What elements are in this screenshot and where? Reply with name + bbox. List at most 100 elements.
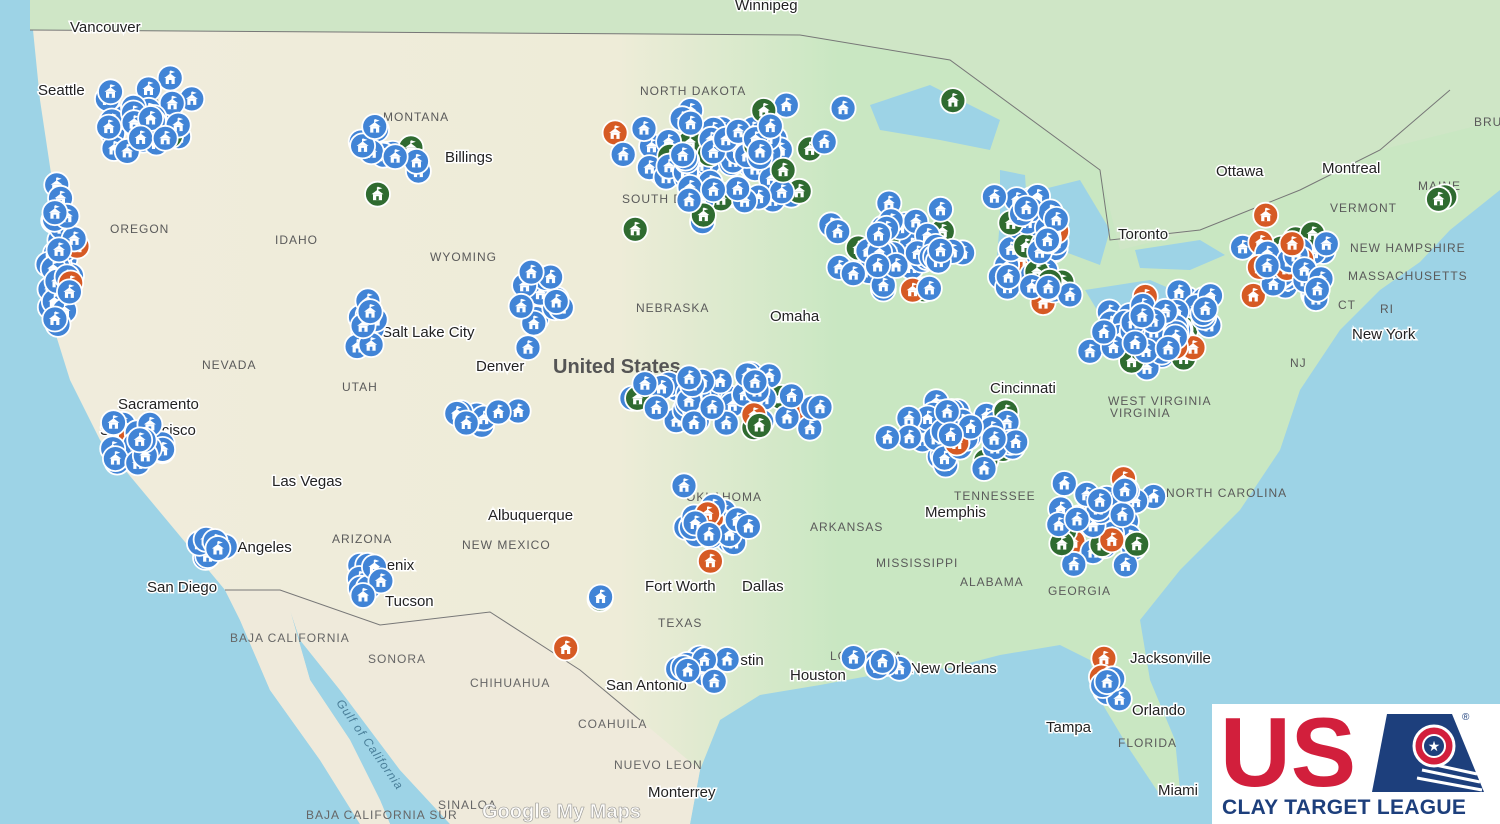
blue-school-marker[interactable] xyxy=(839,260,867,288)
blue-school-marker[interactable] xyxy=(1093,668,1121,696)
blue-school-marker[interactable] xyxy=(361,113,389,140)
blue-school-marker[interactable] xyxy=(680,409,708,437)
blue-school-marker[interactable] xyxy=(349,132,377,160)
blue-school-marker[interactable] xyxy=(1112,551,1139,579)
blue-school-marker[interactable] xyxy=(724,175,751,203)
blue-school-marker[interactable] xyxy=(1111,476,1139,504)
green-school-marker[interactable] xyxy=(1123,530,1151,558)
blue-school-marker[interactable] xyxy=(630,115,658,143)
blue-school-marker[interactable] xyxy=(829,94,857,122)
blue-school-marker[interactable] xyxy=(874,424,901,452)
blue-school-marker[interactable] xyxy=(1090,318,1118,346)
blue-school-marker[interactable] xyxy=(1303,275,1331,303)
green-school-marker[interactable] xyxy=(364,180,391,208)
blue-school-marker[interactable] xyxy=(916,274,943,302)
blue-school-marker[interactable] xyxy=(980,425,1008,453)
blue-school-marker[interactable] xyxy=(1121,329,1149,357)
blue-school-marker[interactable] xyxy=(1108,501,1136,529)
blue-school-marker[interactable] xyxy=(1063,506,1091,533)
blue-school-marker[interactable] xyxy=(675,364,703,392)
blue-school-marker[interactable] xyxy=(1086,487,1114,515)
blue-school-marker[interactable] xyxy=(127,124,155,152)
blue-school-marker[interactable] xyxy=(151,124,179,152)
blue-school-marker[interactable] xyxy=(677,109,704,137)
green-school-marker[interactable] xyxy=(939,87,967,114)
blue-school-marker[interactable] xyxy=(542,288,570,315)
blue-school-marker[interactable] xyxy=(56,278,83,306)
blue-school-marker[interactable] xyxy=(97,78,124,106)
blue-school-marker[interactable] xyxy=(674,657,702,684)
blue-school-marker[interactable] xyxy=(869,647,896,675)
blue-school-marker[interactable] xyxy=(981,183,1008,211)
blue-school-marker[interactable] xyxy=(1012,194,1040,222)
blue-school-marker[interactable] xyxy=(994,263,1022,291)
blue-school-marker[interactable] xyxy=(41,199,69,227)
blue-school-marker[interactable] xyxy=(102,445,129,473)
blue-school-marker[interactable] xyxy=(865,221,892,249)
blue-school-marker[interactable] xyxy=(824,218,852,246)
blue-school-marker[interactable] xyxy=(810,128,838,156)
orange-school-marker[interactable] xyxy=(697,547,724,575)
blue-school-marker[interactable] xyxy=(741,368,769,396)
blue-school-marker[interactable] xyxy=(1034,226,1061,254)
blue-school-marker[interactable] xyxy=(367,567,395,595)
blue-school-marker[interactable] xyxy=(927,195,954,223)
blue-school-marker[interactable] xyxy=(45,236,73,264)
blue-school-marker[interactable] xyxy=(695,521,723,548)
blue-school-marker[interactable] xyxy=(713,646,741,673)
blue-school-marker[interactable] xyxy=(698,393,726,421)
blue-school-marker[interactable] xyxy=(864,252,891,279)
blue-school-marker[interactable] xyxy=(1034,273,1062,301)
blue-school-marker[interactable] xyxy=(1050,470,1078,497)
blue-school-marker[interactable] xyxy=(773,404,801,431)
blue-school-marker[interactable] xyxy=(933,398,961,426)
blue-school-marker[interactable] xyxy=(609,140,637,168)
blue-school-marker[interactable] xyxy=(642,394,670,422)
orange-school-marker[interactable] xyxy=(552,634,580,662)
blue-school-marker[interactable] xyxy=(700,667,728,695)
orange-school-marker[interactable] xyxy=(1252,201,1280,229)
blue-school-marker[interactable] xyxy=(41,305,69,333)
blue-school-marker[interactable] xyxy=(587,583,614,611)
blue-school-marker[interactable] xyxy=(669,141,697,169)
blue-school-marker[interactable] xyxy=(126,426,154,454)
blue-school-marker[interactable] xyxy=(675,186,703,214)
blue-school-marker[interactable] xyxy=(937,421,964,449)
blue-school-marker[interactable] xyxy=(756,112,784,140)
blue-school-marker[interactable] xyxy=(700,176,727,204)
blue-school-marker[interactable] xyxy=(100,409,127,437)
blue-school-marker[interactable] xyxy=(1253,252,1281,280)
blue-school-marker[interactable] xyxy=(1154,334,1182,362)
blue-school-marker[interactable] xyxy=(670,472,698,500)
orange-school-marker[interactable] xyxy=(1239,282,1267,309)
blue-school-marker[interactable] xyxy=(1060,550,1088,578)
blue-school-marker[interactable] xyxy=(772,91,800,119)
blue-school-marker[interactable] xyxy=(806,393,834,421)
blue-school-marker[interactable] xyxy=(735,513,762,540)
blue-school-marker[interactable] xyxy=(746,138,774,165)
green-school-marker[interactable] xyxy=(745,412,773,439)
blue-school-marker[interactable] xyxy=(927,236,954,264)
green-school-marker[interactable] xyxy=(769,156,797,184)
green-school-marker[interactable] xyxy=(1425,185,1452,213)
blue-school-marker[interactable] xyxy=(631,370,659,398)
blue-school-marker[interactable] xyxy=(95,113,123,141)
blue-school-marker[interactable] xyxy=(349,582,377,609)
blue-school-marker[interactable] xyxy=(778,382,805,410)
blue-school-marker[interactable] xyxy=(381,143,409,171)
blue-school-marker[interactable] xyxy=(484,398,512,426)
blue-school-marker[interactable] xyxy=(507,292,535,320)
blue-school-marker[interactable] xyxy=(356,298,384,326)
blue-school-marker[interactable] xyxy=(514,334,542,362)
green-school-marker[interactable] xyxy=(621,215,649,243)
blue-school-marker[interactable] xyxy=(1312,230,1340,258)
blue-school-marker[interactable] xyxy=(970,455,998,482)
blue-school-marker[interactable] xyxy=(452,409,480,437)
blue-school-marker[interactable] xyxy=(1191,295,1219,323)
orange-school-marker[interactable] xyxy=(1278,230,1306,258)
blue-school-marker[interactable] xyxy=(204,535,232,562)
blue-school-marker[interactable] xyxy=(840,644,867,671)
blue-school-marker[interactable] xyxy=(517,258,545,286)
blue-school-marker[interactable] xyxy=(1128,302,1156,330)
